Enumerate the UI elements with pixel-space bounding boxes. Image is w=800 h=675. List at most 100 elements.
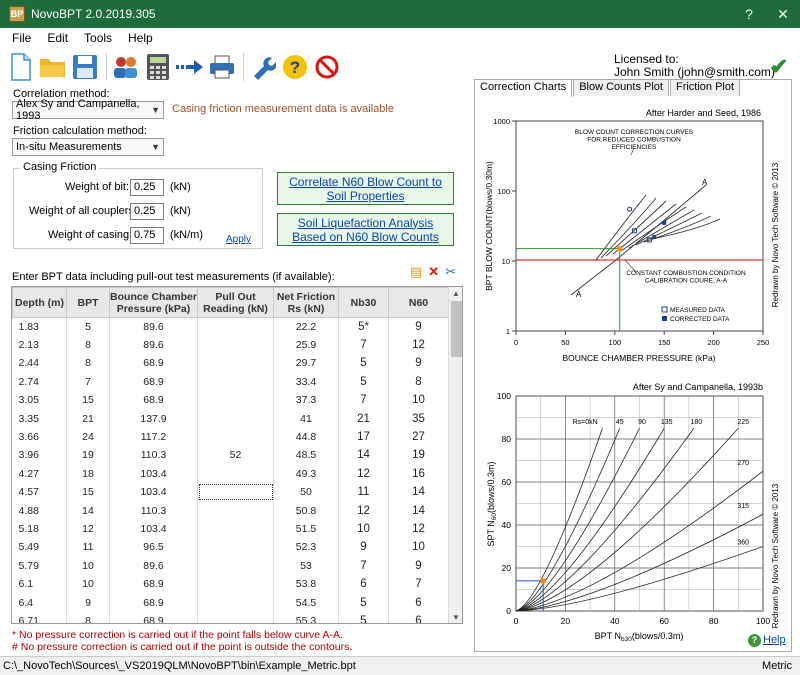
table-cell[interactable]: 5.79 xyxy=(12,556,67,575)
table-cell[interactable]: 10 xyxy=(66,556,110,575)
col-header-depth[interactable]: Depth (m) xyxy=(12,287,67,318)
table-cell[interactable]: 68.9 xyxy=(109,354,198,373)
table-cell[interactable]: 15 xyxy=(66,483,110,502)
table-row[interactable]: 2.74 7 68.9 33.4 5 8 xyxy=(12,372,449,392)
help-link[interactable]: Help xyxy=(763,634,786,646)
table-cell[interactable] xyxy=(197,519,274,539)
table-cell[interactable]: 103.4 xyxy=(109,519,198,539)
table-cell[interactable]: 1.83 xyxy=(12,317,67,336)
table-cell[interactable]: 52.3 xyxy=(273,538,339,557)
export-arrow-icon[interactable] xyxy=(175,52,205,82)
table-cell[interactable]: 21 xyxy=(338,409,389,428)
table-cell[interactable]: 3.96 xyxy=(12,446,67,465)
weight-couplers-input[interactable]: 0.25 xyxy=(130,203,164,220)
table-cell[interactable]: 16 xyxy=(388,464,449,484)
table-cell[interactable]: 9 xyxy=(388,354,449,373)
menu-help[interactable]: Help xyxy=(128,31,153,45)
table-cell[interactable] xyxy=(197,538,274,557)
table-cell[interactable]: 5.18 xyxy=(12,519,67,539)
table-cell[interactable]: 9 xyxy=(338,538,389,557)
table-row[interactable]: 5.49 11 96.5 52.3 9 10 xyxy=(12,538,449,557)
table-cell[interactable]: 7 xyxy=(338,556,389,575)
table-cell[interactable]: 7 xyxy=(338,391,389,410)
friction-method-select[interactable]: In-situ Measurements ▼ xyxy=(12,138,164,156)
table-cell[interactable]: 17 xyxy=(338,427,389,447)
liquefaction-analysis-button[interactable]: Soil Liquefaction Analysis Based on N60 … xyxy=(277,213,454,246)
table-cell[interactable]: 3.05 xyxy=(12,391,67,410)
table-cell[interactable] xyxy=(197,335,274,355)
col-header-pullout[interactable]: Pull Out Reading (kN) xyxy=(197,287,274,318)
table-scrollbar[interactable]: ▲ ▼ xyxy=(448,287,462,623)
table-cell[interactable]: 4.57 xyxy=(12,483,67,502)
table-cell[interactable]: 6.71 xyxy=(12,611,67,623)
table-row[interactable]: 2.13 8 89.6 25.9 7 12 xyxy=(12,335,449,355)
table-cell[interactable] xyxy=(197,501,274,520)
table-cell[interactable]: 21 xyxy=(66,409,110,428)
table-cell[interactable]: 96.5 xyxy=(109,538,198,557)
table-row[interactable]: 5.18 12 103.4 51.5 10 12 xyxy=(12,519,449,539)
table-row[interactable]: 4.57 15 103.4 50 11 14 xyxy=(12,483,449,502)
table-cell[interactable]: 9 xyxy=(388,317,449,336)
menu-file[interactable]: File xyxy=(12,31,32,45)
table-cell[interactable]: 55.3 xyxy=(273,611,339,623)
table-cell[interactable]: 10 xyxy=(66,574,110,594)
table-cell[interactable]: 68.9 xyxy=(109,611,198,623)
table-row[interactable]: 3.05 15 68.9 37.3 7 10 xyxy=(12,391,449,410)
table-cell[interactable]: 2.74 xyxy=(12,372,67,392)
table-cell[interactable]: 41 xyxy=(273,409,339,428)
calculator-icon[interactable] xyxy=(143,52,173,82)
weight-casing-input[interactable]: 0.75 xyxy=(130,227,164,244)
table-cell[interactable]: 110.3 xyxy=(109,501,198,520)
table-cell[interactable]: 7 xyxy=(66,372,110,392)
table-cell[interactable]: 12 xyxy=(388,519,449,539)
table-cell[interactable]: 89.6 xyxy=(109,335,198,355)
correlation-method-select[interactable]: Alex Sy and Campanella, 1993 ▼ xyxy=(12,98,164,122)
table-cell[interactable]: 7 xyxy=(338,335,389,355)
table-cell[interactable]: 2.13 xyxy=(12,335,67,355)
table-cell[interactable]: 24 xyxy=(66,427,110,447)
table-cell[interactable]: 89.6 xyxy=(109,556,198,575)
col-header-bpt[interactable]: BPT xyxy=(66,287,110,318)
table-row[interactable]: 6.1 10 68.9 53.8 6 7 xyxy=(12,574,449,594)
table-cell[interactable]: 103.4 xyxy=(109,464,198,484)
table-cell[interactable]: 14 xyxy=(338,446,389,465)
table-row[interactable]: 3.96 19 110.3 52 48.5 14 19 xyxy=(12,446,449,465)
table-cell[interactable]: 52 xyxy=(197,446,274,465)
table-cell[interactable]: 5 xyxy=(66,317,110,336)
table-cell[interactable]: 8 xyxy=(66,335,110,355)
table-cell[interactable]: 33.4 xyxy=(273,372,339,392)
table-cell[interactable]: 89.6 xyxy=(109,317,198,336)
print-icon[interactable] xyxy=(207,52,237,82)
help-icon[interactable]: ? xyxy=(748,634,761,647)
table-cell[interactable]: 19 xyxy=(66,446,110,465)
scroll-down-icon[interactable]: ▼ xyxy=(452,613,460,622)
table-cell[interactable]: 12 xyxy=(338,464,389,484)
table-cell[interactable] xyxy=(197,593,274,612)
table-cell[interactable]: 11 xyxy=(66,538,110,557)
window-close-button[interactable]: ✕ xyxy=(777,5,789,22)
table-cell[interactable]: 12 xyxy=(388,335,449,355)
table-cell[interactable]: 49.3 xyxy=(273,464,339,484)
table-cell[interactable]: 10 xyxy=(338,519,389,539)
apply-link[interactable]: Apply xyxy=(226,234,252,245)
table-cell[interactable]: 68.9 xyxy=(109,593,198,612)
table-row[interactable]: 2.44 8 68.9 29.7 5 9 xyxy=(12,354,449,373)
table-row[interactable]: 3.35 21 137.9 41 21 35 xyxy=(12,409,449,428)
table-cell[interactable]: 5 xyxy=(338,372,389,392)
table-cell[interactable]: 44.8 xyxy=(273,427,339,447)
scroll-up-icon[interactable]: ▲ xyxy=(452,289,460,298)
table-cell[interactable]: 6 xyxy=(388,593,449,612)
table-cell[interactable]: 6 xyxy=(388,611,449,623)
weight-bit-input[interactable]: 0.25 xyxy=(130,179,164,196)
table-cell[interactable]: 6 xyxy=(338,574,389,594)
menu-tools[interactable]: Tools xyxy=(84,31,113,45)
col-header-nb30[interactable]: Nb30 xyxy=(338,287,389,318)
table-cell[interactable] xyxy=(197,611,274,623)
table-cell[interactable]: 8 xyxy=(66,354,110,373)
table-cell[interactable]: 12 xyxy=(66,519,110,539)
table-cell[interactable]: 18 xyxy=(66,464,110,484)
table-cell[interactable]: 117.2 xyxy=(109,427,198,447)
save-icon[interactable] xyxy=(70,52,100,82)
menu-edit[interactable]: Edit xyxy=(47,31,69,45)
table-cell[interactable]: 103.4 xyxy=(109,483,198,502)
